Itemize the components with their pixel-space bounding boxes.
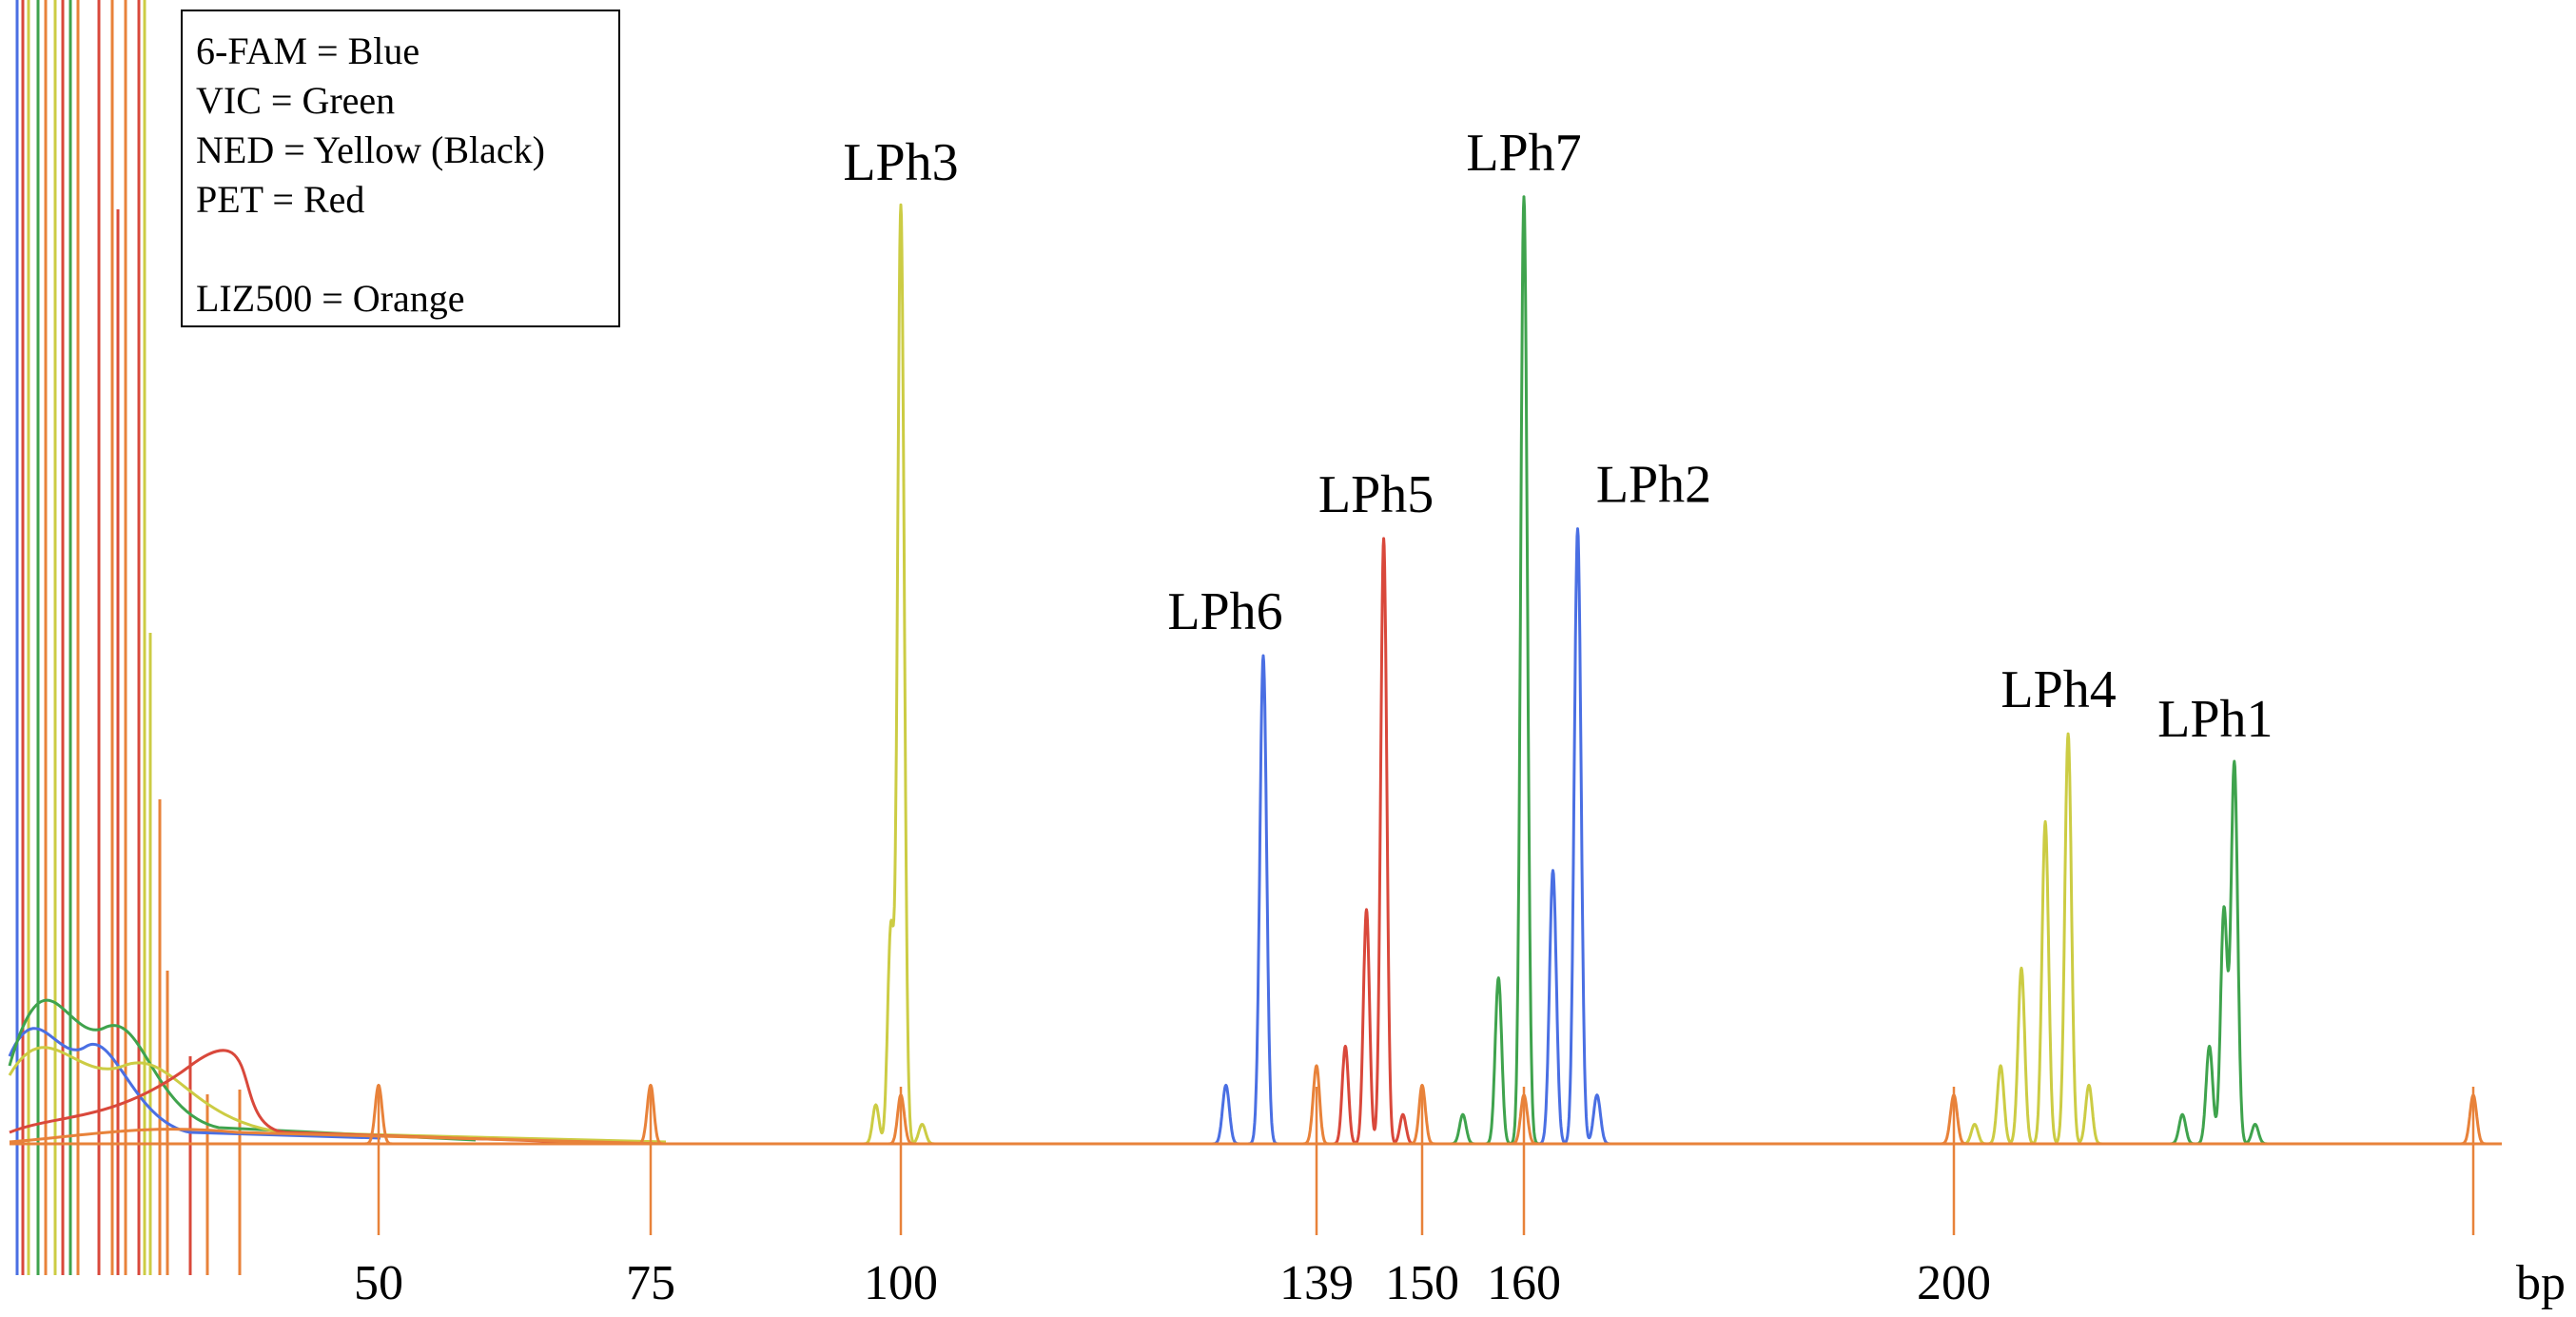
legend-entry-ned: NED = Yellow (Black): [196, 128, 545, 171]
peak-label-lph5: LPh5: [1318, 465, 1434, 524]
noise-curve-1: [8, 998, 477, 1142]
series-trace-6fam: [322, 527, 2495, 1146]
noise-curve-0: [8, 1027, 381, 1140]
tick-label-50: 50: [354, 1256, 403, 1310]
noise-curve-4: [9, 1128, 667, 1146]
peak-label-lph7: LPh7: [1466, 124, 1581, 183]
dye-legend: 6-FAM = Blue VIC = Green NED = Yellow (B…: [181, 10, 620, 327]
series-traces: [322, 195, 2495, 1146]
tick-label-150: 150: [1385, 1256, 1459, 1310]
tick-label-75: 75: [626, 1256, 675, 1310]
x-axis-tick-labels: 50 75 100 139 150 160 200: [354, 1256, 1991, 1310]
legend-entry-liz500: LIZ500 = Orange: [196, 277, 465, 320]
peak-label-lph1: LPh1: [2157, 690, 2273, 749]
noise-curve-2: [8, 1046, 667, 1144]
legend-spacer: [196, 225, 605, 274]
tick-label-200: 200: [1917, 1256, 1991, 1310]
tick-label-100: 100: [864, 1256, 938, 1310]
series-trace-ned: [322, 203, 2495, 1146]
peak-label-lph3: LPh3: [843, 133, 958, 192]
noise-curve-3: [9, 1049, 572, 1144]
size-standard-tick-marks: [377, 1087, 2475, 1235]
legend-entry-6fam: 6-FAM = Blue: [196, 29, 420, 72]
x-axis-unit-label: bp: [2516, 1256, 2566, 1310]
tick-label-160: 160: [1487, 1256, 1561, 1310]
series-trace-vic: [322, 195, 2495, 1146]
tick-label-139: 139: [1279, 1256, 1354, 1310]
peak-label-lph6: LPh6: [1167, 582, 1282, 641]
series-trace-pet: [322, 537, 2495, 1146]
legend-entry-pet: PET = Red: [196, 178, 365, 221]
peak-label-lph4: LPh4: [2000, 660, 2116, 719]
legend-entry-vic: VIC = Green: [196, 79, 396, 122]
peak-label-lph2: LPh2: [1596, 456, 1711, 515]
primer-dimer-noise-region: [8, 0, 667, 1275]
peak-labels: LPh3 LPh6 LPh5 LPh7 LPh2 LPh4 LPh1: [843, 124, 2273, 749]
